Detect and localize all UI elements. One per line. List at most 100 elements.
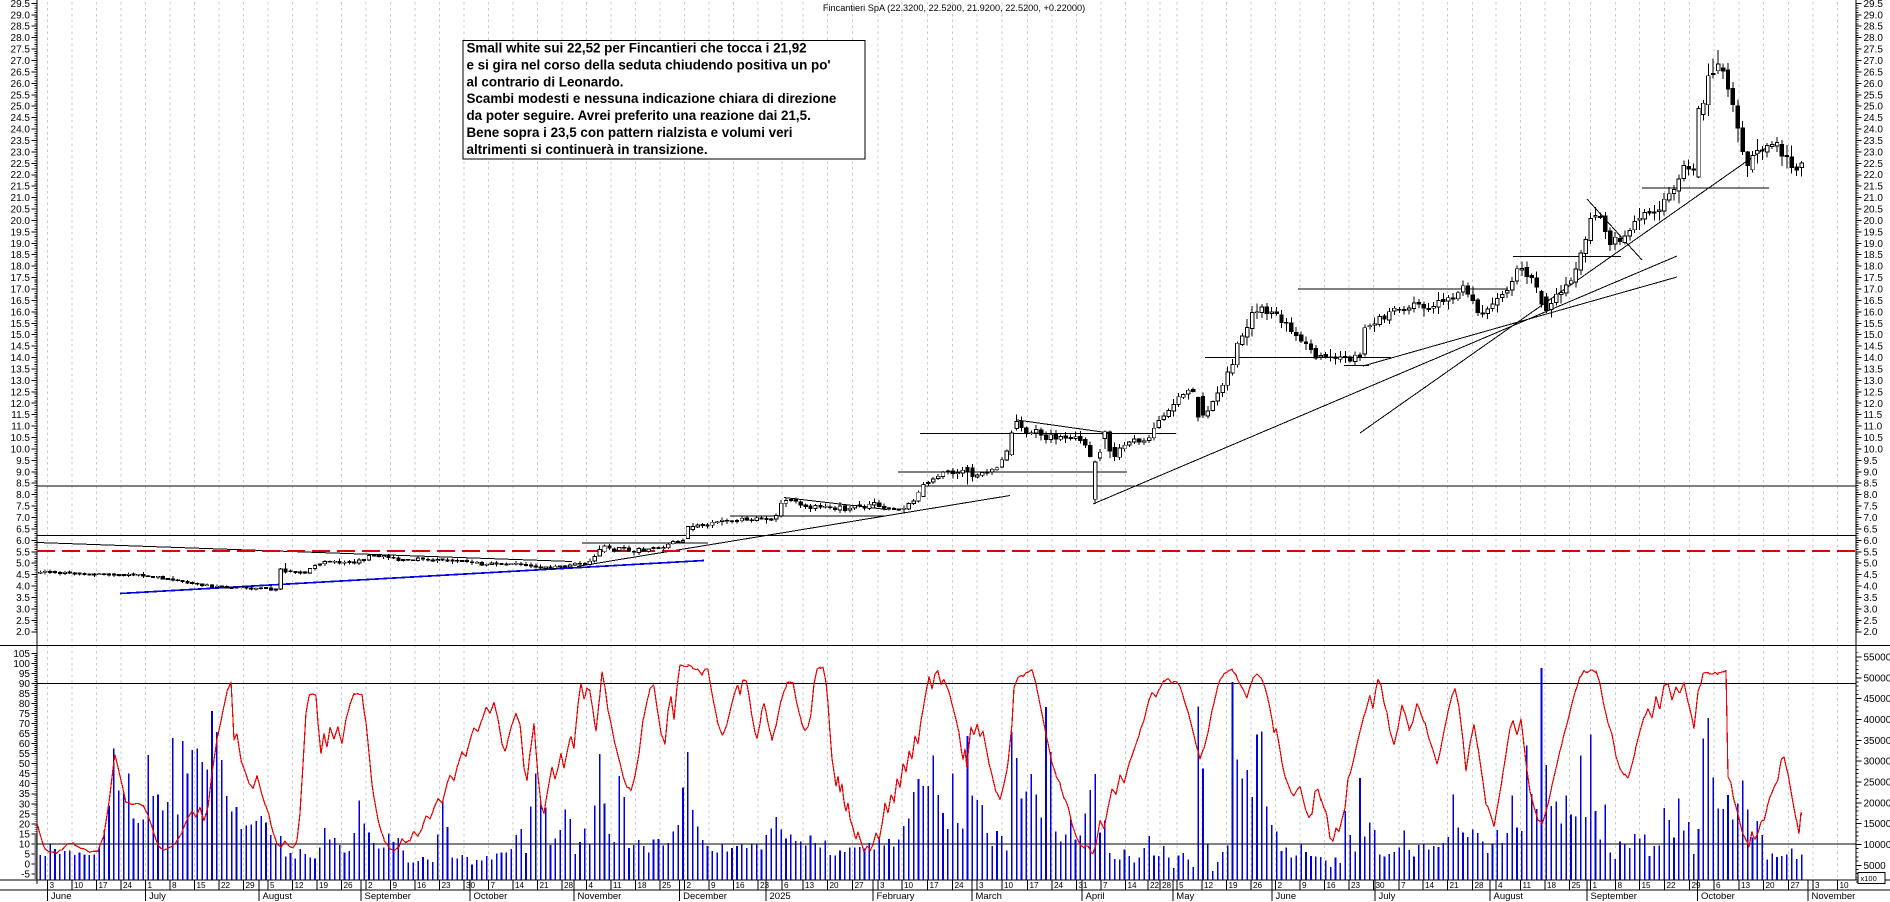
svg-text:4.5: 4.5 <box>16 570 30 581</box>
svg-text:1: 1 <box>1593 881 1598 890</box>
svg-text:18: 18 <box>638 881 648 890</box>
svg-text:10: 10 <box>19 839 31 850</box>
svg-text:23: 23 <box>760 881 770 890</box>
svg-text:14.0: 14.0 <box>11 353 31 364</box>
svg-text:23: 23 <box>442 881 452 890</box>
svg-text:July: July <box>1379 891 1396 902</box>
svg-text:35000: 35000 <box>1864 736 1890 747</box>
svg-text:25: 25 <box>19 809 31 820</box>
svg-text:23.5: 23.5 <box>11 136 31 147</box>
svg-text:50000: 50000 <box>1864 673 1890 684</box>
svg-text:2025: 2025 <box>770 891 791 902</box>
svg-text:Scambi modesti e nessuna indic: Scambi modesti e nessuna indicazione chi… <box>467 91 837 106</box>
svg-text:18.0: 18.0 <box>1864 262 1884 273</box>
svg-text:6.0: 6.0 <box>1864 536 1878 547</box>
svg-text:5000: 5000 <box>1864 861 1887 872</box>
svg-text:22: 22 <box>1667 881 1677 890</box>
svg-text:20.5: 20.5 <box>11 205 31 216</box>
svg-text:10.5: 10.5 <box>1864 433 1884 444</box>
svg-text:15.0: 15.0 <box>11 330 31 341</box>
svg-text:28.0: 28.0 <box>11 33 31 44</box>
svg-text:2: 2 <box>1278 881 1283 890</box>
svg-text:30: 30 <box>1376 881 1386 890</box>
svg-text:22.5: 22.5 <box>1864 159 1884 170</box>
svg-text:5.5: 5.5 <box>1864 547 1878 558</box>
svg-text:11.5: 11.5 <box>1864 410 1883 421</box>
svg-text:23: 23 <box>1351 881 1361 890</box>
svg-text:x100: x100 <box>1861 874 1877 883</box>
svg-text:13: 13 <box>805 881 815 890</box>
svg-text:17: 17 <box>1030 881 1040 890</box>
svg-text:28.5: 28.5 <box>1864 22 1884 33</box>
svg-text:35: 35 <box>19 789 31 800</box>
svg-text:22.0: 22.0 <box>1864 170 1884 181</box>
svg-text:24: 24 <box>955 881 965 890</box>
svg-text:3.0: 3.0 <box>16 604 30 615</box>
svg-text:15.5: 15.5 <box>1864 319 1884 330</box>
svg-text:25.5: 25.5 <box>1864 90 1884 101</box>
svg-text:30000: 30000 <box>1864 757 1890 768</box>
svg-text:Fincantieri SpA (22.3200, 22.5: Fincantieri SpA (22.3200, 22.5200, 21.92… <box>823 3 1085 13</box>
svg-text:8.0: 8.0 <box>16 490 30 501</box>
svg-text:2.5: 2.5 <box>16 616 30 627</box>
svg-text:1: 1 <box>148 881 153 890</box>
svg-text:November: November <box>578 891 622 902</box>
svg-text:26.5: 26.5 <box>11 67 31 78</box>
svg-text:10.5: 10.5 <box>11 433 31 444</box>
svg-text:16: 16 <box>1327 881 1337 890</box>
svg-text:10.0: 10.0 <box>1864 445 1884 456</box>
svg-text:10: 10 <box>1004 881 1014 890</box>
svg-text:29.5: 29.5 <box>11 0 31 10</box>
svg-text:50: 50 <box>19 759 31 770</box>
svg-text:12.5: 12.5 <box>1864 387 1884 398</box>
svg-text:10000: 10000 <box>1864 840 1890 851</box>
svg-text:17.0: 17.0 <box>11 285 31 296</box>
svg-text:9.0: 9.0 <box>1864 467 1878 478</box>
svg-text:6: 6 <box>784 881 789 890</box>
svg-text:2: 2 <box>368 881 373 890</box>
svg-text:28: 28 <box>564 881 574 890</box>
svg-text:25.5: 25.5 <box>11 90 31 101</box>
svg-text:8.0: 8.0 <box>1864 490 1878 501</box>
svg-text:6.5: 6.5 <box>16 524 30 535</box>
svg-text:30: 30 <box>466 881 476 890</box>
svg-text:November: November <box>1812 891 1856 902</box>
svg-text:24.0: 24.0 <box>11 125 31 136</box>
svg-text:6.0: 6.0 <box>16 536 30 547</box>
svg-text:September: September <box>1591 891 1637 902</box>
svg-text:5.5: 5.5 <box>16 547 30 558</box>
svg-text:27: 27 <box>855 881 865 890</box>
svg-text:45: 45 <box>19 769 31 780</box>
svg-text:8: 8 <box>172 881 177 890</box>
svg-text:105: 105 <box>13 649 30 660</box>
svg-text:4.0: 4.0 <box>16 582 30 593</box>
svg-text:2: 2 <box>687 881 692 890</box>
svg-text:7: 7 <box>1103 881 1108 890</box>
svg-text:3: 3 <box>50 881 55 890</box>
svg-text:21.0: 21.0 <box>1864 193 1884 204</box>
svg-text:4: 4 <box>1498 881 1503 890</box>
svg-text:95: 95 <box>19 669 31 680</box>
svg-text:27.0: 27.0 <box>11 56 31 67</box>
svg-text:18: 18 <box>1547 881 1557 890</box>
svg-text:7.0: 7.0 <box>1864 513 1878 524</box>
svg-text:da poter seguire. Avrei prefer: da poter seguire. Avrei preferito una re… <box>467 108 811 123</box>
svg-text:June: June <box>51 891 72 902</box>
svg-text:9.0: 9.0 <box>16 467 30 478</box>
svg-text:30: 30 <box>19 799 31 810</box>
svg-text:21.5: 21.5 <box>11 182 31 193</box>
svg-text:altrimenti si continuerà in tr: altrimenti si continuerà in transizione. <box>467 142 708 157</box>
svg-text:28.0: 28.0 <box>1864 33 1884 44</box>
svg-text:27.5: 27.5 <box>1864 45 1884 56</box>
svg-text:8: 8 <box>1618 881 1623 890</box>
svg-text:16: 16 <box>736 881 746 890</box>
svg-text:28: 28 <box>1475 881 1485 890</box>
svg-text:60: 60 <box>19 739 31 750</box>
svg-text:45000: 45000 <box>1864 694 1890 705</box>
svg-text:12.5: 12.5 <box>11 387 31 398</box>
svg-text:23.0: 23.0 <box>1864 147 1884 158</box>
svg-text:8.5: 8.5 <box>16 479 30 490</box>
svg-text:27.0: 27.0 <box>1864 56 1884 67</box>
svg-text:6: 6 <box>1716 881 1721 890</box>
svg-text:Small white sui 22,52 per Finc: Small white sui 22,52 per Fincantieri ch… <box>467 41 807 56</box>
